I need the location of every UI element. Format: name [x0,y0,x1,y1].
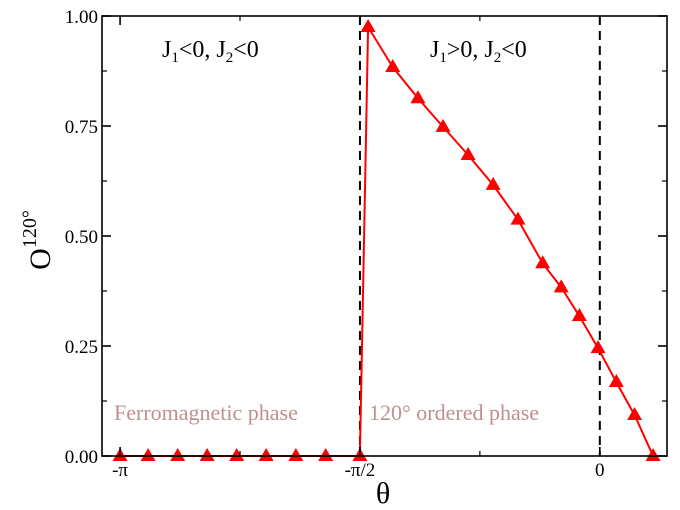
data-point-triangle [229,447,245,461]
right-region-label: J1>0, J2<0 [430,37,527,66]
ferromagnetic-phase-label: Ferromagnetic phase [114,400,298,425]
data-point-triangle [535,255,551,269]
y-tick-label: 0.50 [65,227,98,248]
data-point-triangle [258,447,274,461]
data-point-triangle [360,18,376,32]
x-tick-label: 0 [595,460,605,481]
data-point-triangle [288,447,304,461]
data-point-triangle [485,176,501,190]
data-point-triangle [385,58,401,72]
reference-lines [358,16,601,456]
data-point-triangle [170,447,186,461]
data-point-triangle [435,118,451,132]
data-point-triangle [199,447,215,461]
ordered-phase-label: 120° ordered phase [369,400,539,425]
y-tick-label: 0.00 [65,447,98,468]
y-axis-title: O120° [19,210,57,270]
data-point-triangle [140,447,156,461]
left-region-label: J1<0, J2<0 [162,37,259,66]
x-tick-label: -π/2 [345,460,376,481]
series-line [120,23,655,457]
plot-frame [101,15,668,457]
series-layer [112,18,661,461]
data-point-triangle [608,374,624,388]
data-point-triangle [553,279,569,293]
data-point-triangle [410,90,426,104]
data-point-triangle [571,308,587,322]
y-tick-label: 1.00 [65,7,98,28]
data-point-triangle [460,146,476,160]
data-point-triangle [590,340,606,354]
y-tick-label: 0.75 [65,117,98,138]
data-point-triangle [510,211,526,225]
x-tick-label: -π [112,460,128,481]
ticks-layer: 0.00 0.25 0.50 0.75 1.00 -π -π/2 0 [65,7,667,481]
data-point-triangle [627,407,643,421]
data-point-triangle [645,447,661,461]
x-axis-title: θ [376,477,390,510]
y-tick-label: 0.25 [65,337,98,358]
data-point-triangle [318,447,334,461]
